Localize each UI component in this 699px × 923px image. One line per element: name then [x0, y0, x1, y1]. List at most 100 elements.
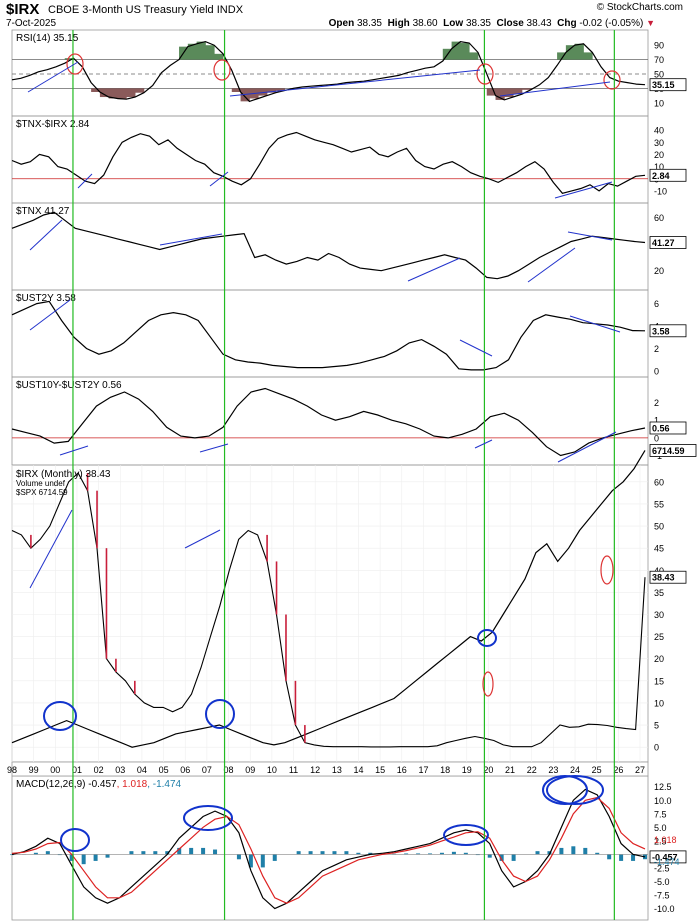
y-tick-label: -10.0	[654, 904, 675, 914]
close-value: 38.43	[526, 18, 552, 29]
x-tick-label: 05	[159, 765, 169, 775]
macd-histogram-bar	[475, 854, 480, 856]
series-line-ust10y_2y-0	[11, 387, 646, 457]
rsi-oversold-fill	[135, 88, 145, 93]
macd-histogram-bar	[105, 854, 110, 858]
chart-header: $IRX CBOE 3-Month US Treasury Yield INDX…	[0, 0, 699, 32]
x-tick-label: 14	[353, 765, 363, 775]
x-tick-label: 08	[224, 765, 234, 775]
y-tick-label: 0	[654, 433, 659, 443]
series-line-tnx_irx-0	[11, 131, 646, 194]
rsi-oversold-fill	[275, 88, 285, 91]
macd-histogram-bar	[595, 852, 600, 855]
x-tick-label: 02	[94, 765, 104, 775]
x-tick-label: 99	[29, 765, 39, 775]
rsi-overbought-fill	[187, 43, 198, 60]
macd-histogram-bar	[607, 854, 612, 860]
y-tick-label: 35	[654, 588, 664, 598]
macd-histogram-bar	[308, 851, 313, 855]
macd-histogram-bar	[10, 854, 14, 856]
chg-value: -0.02 (-0.05%)	[579, 18, 644, 29]
symbol: $IRX	[6, 1, 40, 18]
macd-histogram-bar	[499, 854, 504, 861]
trendline	[527, 247, 576, 283]
macd-histogram-bar	[439, 852, 444, 855]
x-tick-label: 09	[245, 765, 255, 775]
y-tick-label: 90	[654, 41, 664, 51]
panel-frame-tnx	[11, 202, 649, 291]
open-value: 38.35	[356, 18, 382, 29]
x-tick-label: 98	[7, 765, 17, 775]
y-tick-label: 20	[654, 266, 664, 276]
rsi-overbought-fill	[451, 41, 461, 60]
panel-title-ust2y: $UST2Y 3.58	[16, 293, 76, 304]
trendline	[459, 339, 493, 357]
trendline	[209, 171, 229, 187]
x-tick-label: 20	[483, 765, 493, 775]
last-value-box	[649, 570, 687, 584]
macd-histogram-bar	[487, 854, 492, 858]
rsi-oversold-fill	[513, 88, 523, 95]
x-tick-label: 03	[115, 765, 125, 775]
highlight-ellipse-red	[600, 555, 614, 585]
panel-frame-rsi	[11, 29, 649, 117]
close-label: Close	[496, 18, 524, 29]
macd-histogram-bar	[392, 853, 397, 855]
x-tick-label: 24	[570, 765, 580, 775]
y-tick-label: 7.5	[654, 809, 667, 819]
macd-histogram-bar	[571, 846, 576, 855]
highlight-ellipse-red	[482, 671, 494, 697]
macd-histogram-bar	[320, 851, 325, 855]
highlight-ellipse	[546, 775, 604, 805]
rsi-oversold-fill	[266, 88, 277, 93]
macd-histogram-bar	[583, 847, 588, 855]
y-tick-label: -2.5	[654, 863, 670, 873]
y-tick-label: 10	[654, 162, 664, 172]
macd-histogram-bar	[201, 847, 206, 855]
macd-histogram-bar	[451, 851, 456, 855]
y-tick-label: 20	[654, 150, 664, 160]
panel-frame-tnx_irx	[11, 115, 649, 204]
y-tick-label: 6	[654, 299, 659, 309]
series-line-tnx-0	[11, 211, 646, 280]
rsi-overbought-fill	[469, 52, 479, 60]
y-tick-label: 70	[654, 55, 664, 65]
macd-histogram-bar	[153, 851, 158, 855]
rsi-oversold-fill	[521, 88, 532, 90]
brand-watermark: © StockCharts.com	[596, 2, 683, 13]
legend-spx: $SPX 6714.59	[16, 488, 68, 497]
series-line-macd-0	[11, 788, 646, 910]
x-axis-band	[11, 761, 649, 777]
last-value-box	[649, 324, 687, 338]
highlight-ellipse-red	[603, 70, 621, 90]
last-value-box	[649, 78, 687, 92]
macd-histogram-bar	[619, 854, 624, 861]
x-tick-label: 07	[202, 765, 212, 775]
macd-histogram-bar	[236, 854, 241, 860]
highlight-ellipse	[60, 828, 90, 852]
macd-histogram-bar	[272, 854, 277, 861]
x-tick-label: 00	[50, 765, 60, 775]
x-tick-label: 25	[592, 765, 602, 775]
y-tick-label: 55	[654, 499, 664, 509]
macd-histogram-bar	[296, 851, 301, 855]
macd-histogram-bar	[344, 851, 349, 855]
trendline	[27, 61, 79, 93]
y-tick-label: 5	[654, 721, 659, 731]
macd-histogram-bar	[93, 854, 98, 861]
down-arrow-icon: ▼	[646, 18, 655, 28]
rsi-oversold-fill	[91, 88, 101, 92]
high-value: 38.60	[412, 18, 438, 29]
last-value-label: 2.84	[652, 171, 670, 181]
series-line-rsi-0	[11, 40, 646, 103]
rsi-overbought-fill	[214, 53, 224, 60]
trendline	[554, 181, 613, 199]
x-tick-label: 26	[613, 765, 623, 775]
y-tick-label: -7.5	[654, 891, 670, 901]
highlight-ellipse	[443, 824, 489, 846]
series-line-main-0	[11, 472, 646, 748]
last-value-box	[649, 236, 687, 249]
rsi-overbought-fill	[583, 52, 593, 60]
chart-date: 7-Oct-2025	[6, 18, 57, 29]
y-tick-label: 60	[654, 477, 664, 487]
